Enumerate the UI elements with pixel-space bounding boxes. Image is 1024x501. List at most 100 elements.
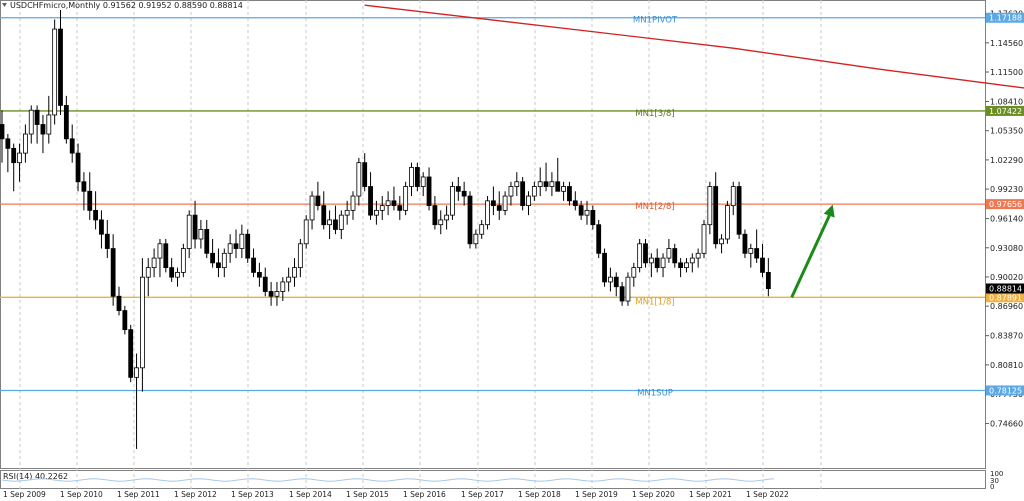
candle-bull	[198, 229, 204, 240]
candle-bear	[256, 271, 262, 278]
candle-bull	[514, 181, 520, 187]
level-price-label: 0.87891	[989, 293, 1022, 302]
x-tick-label: 1 Sep 2017	[461, 490, 504, 499]
level-price-box	[986, 12, 1024, 23]
candle-bull	[473, 233, 479, 245]
x-tick-label: 1 Sep 2019	[575, 490, 618, 499]
y-tick-label: 1.02290	[990, 156, 1023, 165]
level-price-label: 1.17188	[989, 14, 1022, 23]
candle-bull	[608, 276, 613, 283]
candle-bear	[63, 105, 69, 140]
candle-bull	[17, 152, 22, 164]
candle-bear	[391, 200, 397, 207]
header-triangle-icon	[2, 3, 7, 7]
level-price-label: 0.97656	[989, 200, 1022, 209]
y-tick-label: 0.80810	[990, 361, 1023, 370]
candle-bear	[69, 138, 75, 154]
level-name-label: MN1[1/8]	[635, 297, 674, 307]
candle-bull	[707, 186, 713, 226]
candle-bear	[81, 181, 87, 192]
rsi-scale-label: 0	[990, 483, 994, 491]
x-tick-label: 1 Sep 2009	[3, 490, 46, 499]
candle-bull	[385, 200, 391, 207]
candle-bear	[169, 267, 175, 278]
candle-bull	[151, 257, 157, 269]
candle-bear	[40, 124, 46, 135]
candle-bull	[227, 243, 233, 254]
candle-bull	[719, 238, 724, 245]
candle-bull	[350, 195, 356, 211]
rsi-scale-label: 30	[990, 477, 999, 485]
candle-bear	[590, 209, 596, 226]
candle-bull	[444, 214, 450, 221]
candle-bull	[186, 214, 192, 249]
candle-bull	[648, 257, 654, 264]
candle-bear	[555, 181, 561, 192]
candle-bear	[0, 124, 5, 140]
candle-bear	[104, 233, 110, 249]
candle-bear	[93, 209, 98, 221]
candle-bear	[520, 181, 526, 207]
candle-bear	[204, 229, 210, 254]
candle-bull	[561, 186, 566, 192]
candle-bear	[467, 195, 473, 245]
chart-frame	[0, 0, 986, 469]
level-name-label: MN1[3/8]	[635, 109, 674, 119]
x-tick-label: 1 Sep 2012	[174, 490, 217, 499]
candle-bear	[496, 205, 502, 211]
candle-bull	[748, 248, 754, 254]
candle-bull	[450, 186, 455, 216]
candle-bear	[455, 186, 461, 192]
level-price-box	[986, 105, 1024, 116]
level-price-box	[986, 292, 1024, 303]
candle-bear	[368, 186, 373, 216]
candle-bear	[602, 252, 607, 283]
candle-bear	[654, 257, 660, 269]
candle-bear	[110, 248, 116, 297]
candle-bear	[432, 205, 438, 226]
candle-bull	[730, 186, 736, 207]
symbol-label: USDCHFmicro,Monthly 0.91562 0.91952 0.88…	[10, 1, 243, 10]
y-tick-label: 0.99230	[990, 185, 1023, 194]
level-price-box	[986, 199, 1024, 210]
candle-bull	[175, 271, 180, 278]
y-tick-label: 0.74660	[990, 420, 1023, 429]
candle-bear	[268, 291, 274, 297]
candle-bear	[122, 310, 128, 331]
candle-bear	[233, 243, 239, 249]
candle-bull	[584, 209, 590, 216]
x-tick-label: 1 Sep 2021	[689, 490, 732, 499]
candle-bear	[251, 257, 256, 273]
level-price-box	[986, 385, 1024, 396]
x-tick-label: 1 Sep 2011	[117, 490, 160, 499]
candle-bear	[58, 28, 63, 106]
candle-bull	[549, 181, 555, 187]
moving-average-line	[364, 4, 1024, 89]
candle-bear	[315, 195, 321, 207]
candle-bear	[210, 252, 216, 264]
candle-bull	[286, 276, 292, 283]
x-tick-label: 1 Sep 2014	[289, 490, 332, 499]
rsi-line	[1, 478, 775, 482]
candle-bear	[414, 167, 420, 187]
candle-bull	[344, 209, 350, 216]
candle-bull	[327, 219, 333, 226]
candle-bull	[297, 243, 303, 269]
candle-bear	[192, 214, 198, 240]
candle-bull	[46, 114, 52, 135]
level-name-label: MN1[2/8]	[635, 202, 674, 212]
candle-bull	[625, 276, 631, 302]
y-tick-label: 0.90020	[990, 273, 1023, 282]
level-price-label: 0.78125	[989, 386, 1022, 395]
candle-bear	[461, 190, 467, 197]
candle-bear	[34, 109, 40, 125]
candle-bull	[134, 367, 139, 378]
candle-bear	[362, 162, 368, 187]
level-price-label: 1.07422	[989, 107, 1022, 116]
candle-bear	[262, 276, 268, 292]
candle-bear	[613, 276, 619, 288]
candle-bull	[280, 281, 286, 292]
trend-arrow-head	[823, 204, 835, 218]
rsi-frame	[0, 470, 986, 489]
